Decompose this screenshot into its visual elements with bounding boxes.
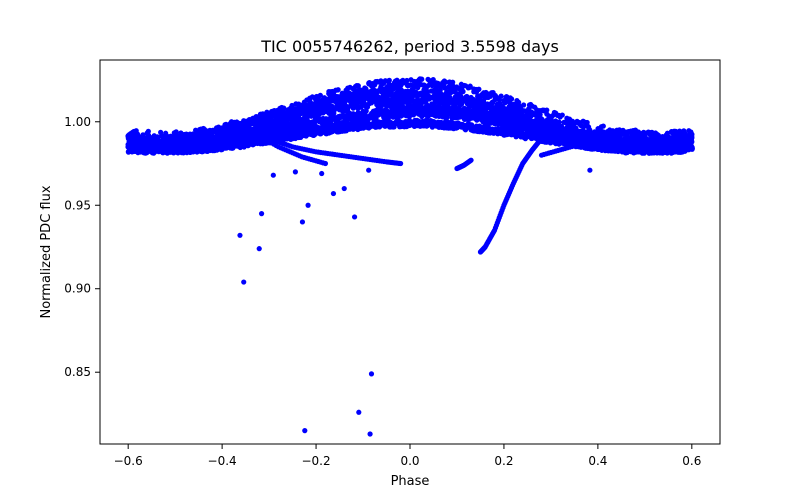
data-point — [154, 134, 160, 140]
data-point — [335, 87, 341, 93]
data-point — [480, 101, 486, 107]
data-point — [285, 116, 291, 123]
x-axis-label: Phase — [391, 474, 430, 489]
data-point — [467, 83, 473, 89]
data-point — [386, 77, 392, 83]
data-point — [513, 110, 519, 116]
data-point — [388, 88, 394, 94]
data-point — [689, 131, 695, 138]
data-point — [559, 112, 565, 118]
data-point — [498, 93, 504, 99]
data-point — [457, 97, 463, 103]
data-point — [476, 86, 482, 92]
data-point — [406, 98, 413, 104]
data-point — [453, 95, 459, 101]
data-point — [674, 132, 680, 138]
data-point — [317, 92, 323, 98]
data-point — [544, 107, 550, 113]
data-point — [145, 128, 151, 134]
data-point — [460, 89, 466, 95]
data-point — [331, 110, 337, 116]
data-point — [320, 110, 326, 116]
data-point — [281, 105, 287, 111]
data-point — [272, 111, 278, 117]
data-point — [521, 102, 527, 108]
data-point — [419, 76, 425, 82]
data-point — [293, 107, 299, 113]
data-point — [403, 94, 409, 100]
data-point — [522, 114, 528, 120]
data-point — [443, 79, 449, 85]
data-point — [373, 89, 379, 96]
data-point — [584, 119, 590, 126]
data-point — [268, 113, 274, 120]
data-point — [600, 123, 606, 129]
data-point — [453, 106, 459, 112]
data-point — [363, 108, 369, 114]
data-point — [223, 121, 229, 127]
data-point — [405, 88, 411, 94]
data-point — [507, 108, 513, 114]
chart-title: TIC 0055746262, period 3.5598 days — [260, 37, 559, 56]
points-layer — [125, 76, 695, 437]
data-point — [452, 102, 458, 108]
y-axis-label: Normalized PDC flux — [39, 185, 54, 318]
data-point — [450, 79, 456, 85]
data-point — [689, 139, 695, 145]
data-point — [404, 77, 410, 84]
data-point — [459, 101, 465, 107]
data-point — [415, 92, 422, 98]
data-point — [509, 96, 515, 102]
